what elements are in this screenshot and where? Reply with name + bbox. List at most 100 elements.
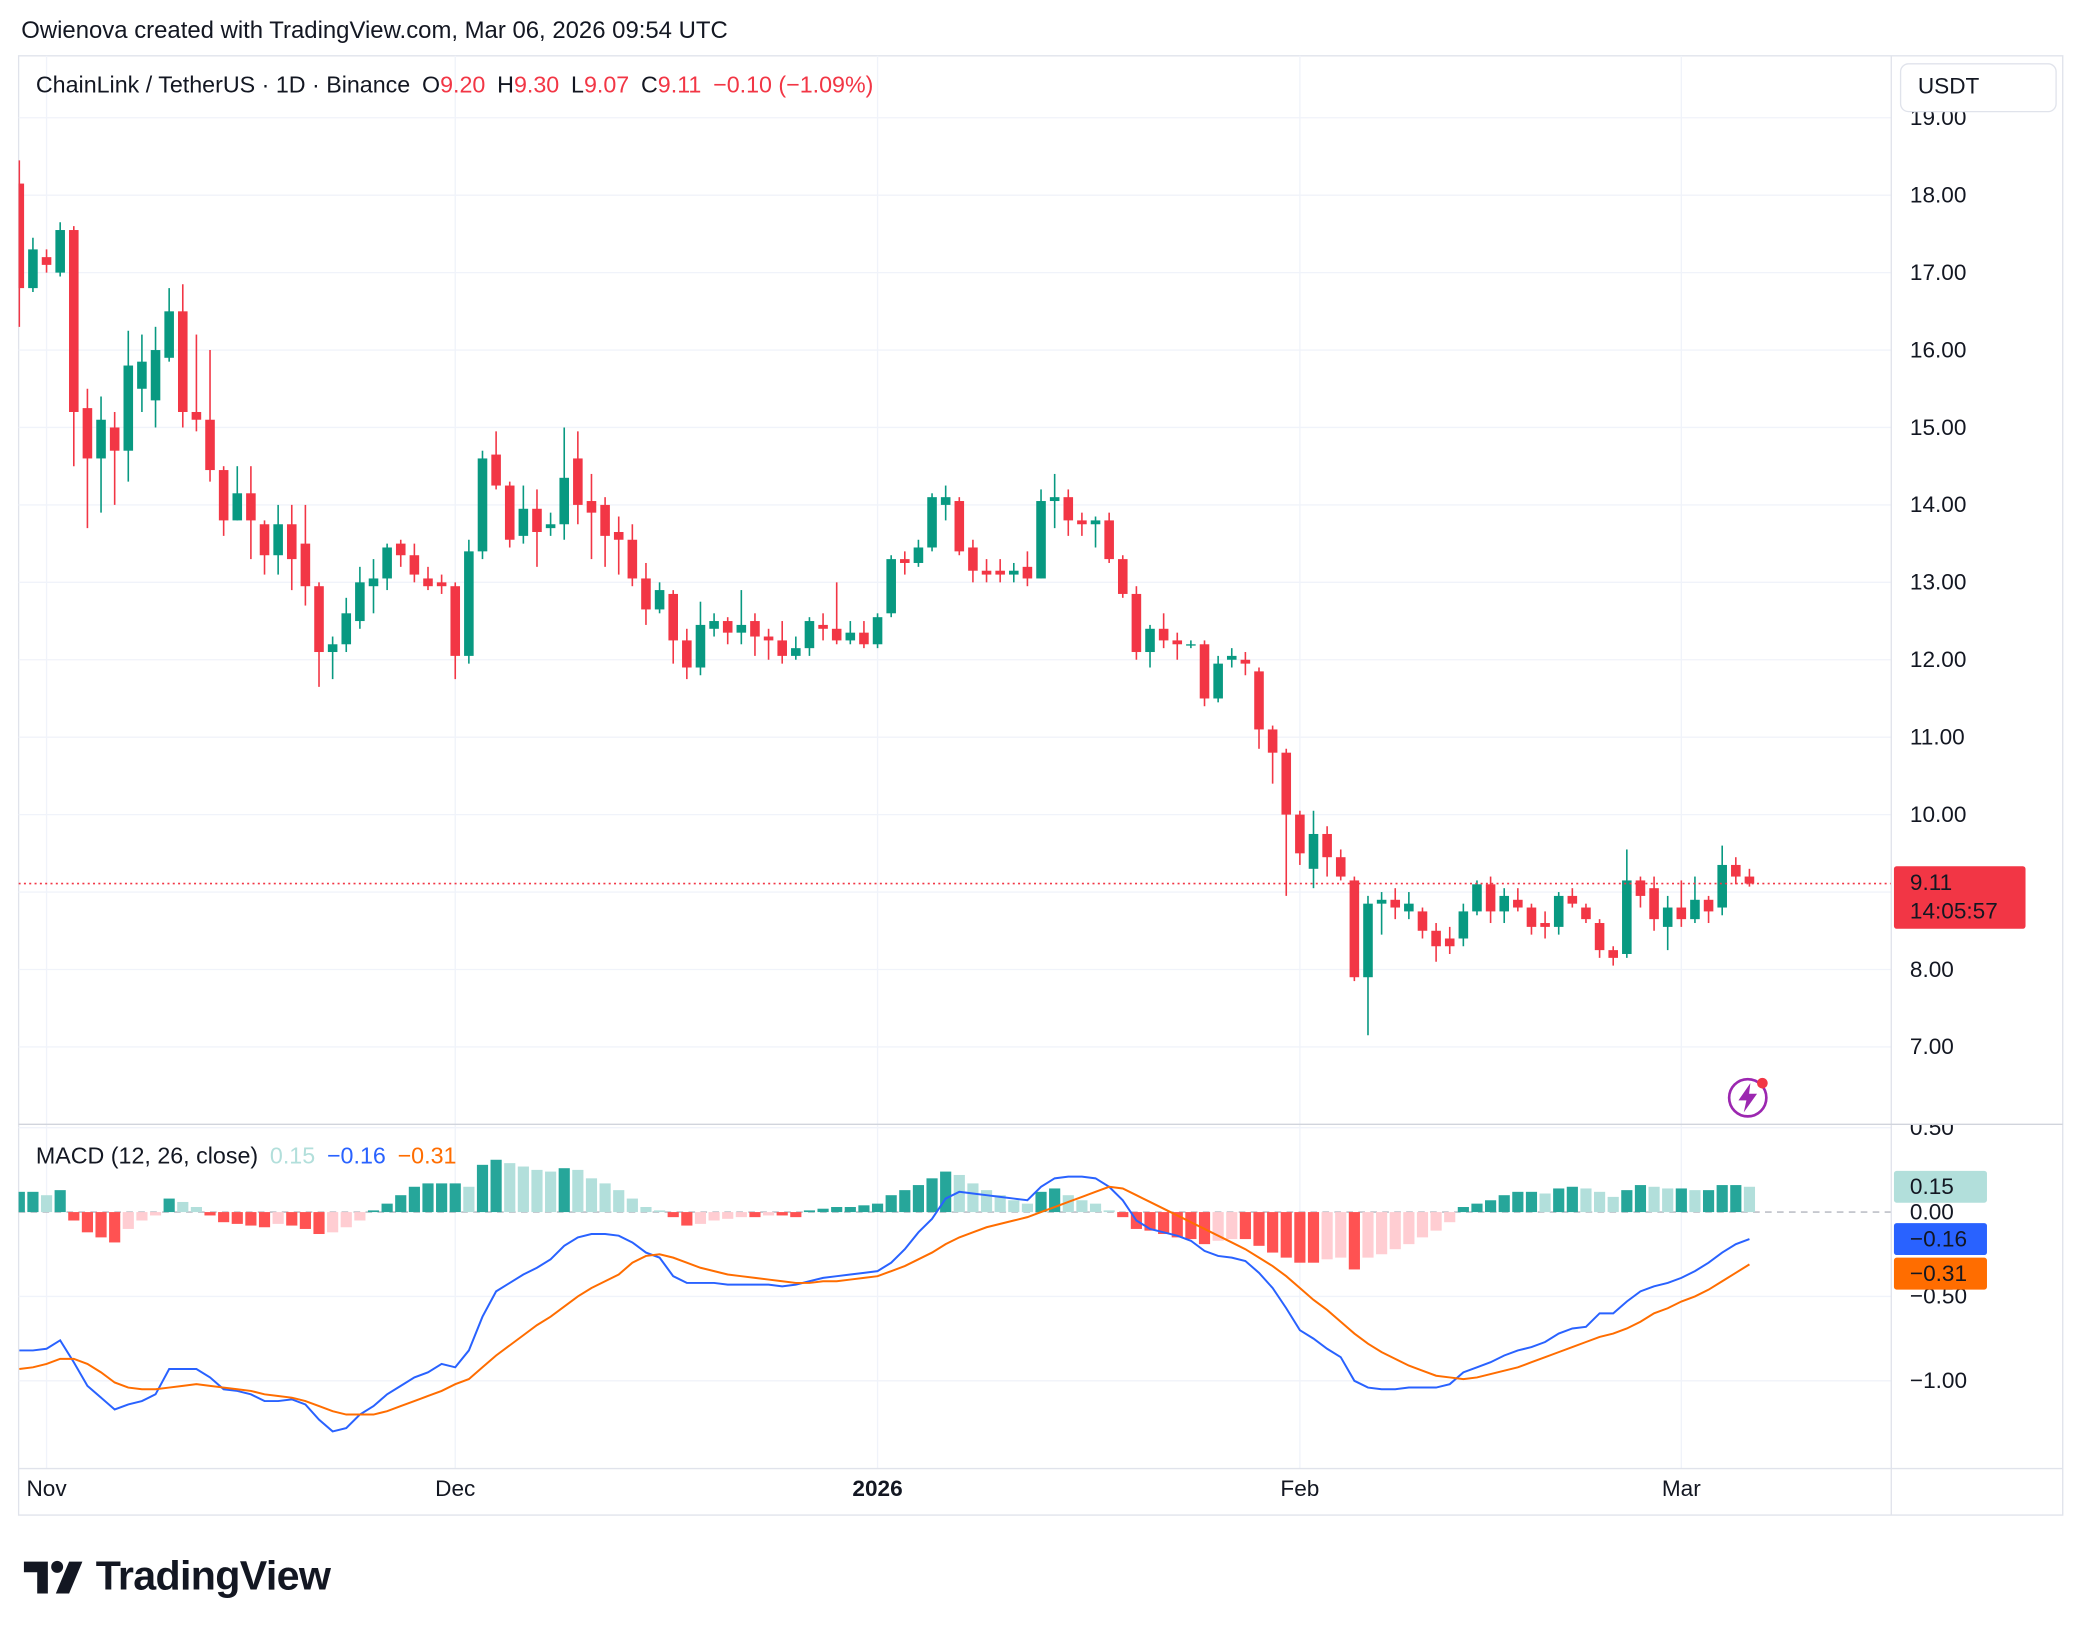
histogram-bar xyxy=(926,1178,938,1213)
last-price-label: 9.11 xyxy=(1910,870,1952,895)
histogram-bar xyxy=(817,1208,829,1213)
x-tick-label: Dec xyxy=(435,1476,475,1501)
candle-body xyxy=(600,504,610,536)
value-tag-label: 0.15 xyxy=(1910,1174,1954,1199)
value-tag-label: −0.31 xyxy=(1910,1261,1967,1286)
histogram-bar xyxy=(177,1201,189,1213)
histogram-bar xyxy=(95,1212,107,1238)
histogram-bar xyxy=(831,1207,843,1213)
symbol-legend: ChainLink / TetherUS · 1D · Binance O9.2… xyxy=(36,72,874,98)
candle-body xyxy=(1717,864,1727,908)
histogram-bar xyxy=(109,1212,121,1243)
time-axis: Nov Dec 2026 Feb Mar xyxy=(26,1476,1701,1501)
candle-body xyxy=(1499,895,1510,912)
alert-icon[interactable] xyxy=(1727,1077,1768,1118)
price-tags: 9.11 14:05:57 0.15 −0.16 −0.31 xyxy=(1893,866,2026,1290)
histogram-bar xyxy=(395,1195,407,1213)
logo-mark xyxy=(55,1561,83,1594)
candle-body xyxy=(722,621,733,633)
histogram-bar xyxy=(449,1183,461,1213)
candle-body xyxy=(845,632,856,641)
candle-body xyxy=(1390,899,1401,908)
histogram-bar xyxy=(967,1183,979,1213)
candle-body xyxy=(1213,663,1223,699)
y-tick-label: 12.00 xyxy=(1910,647,1967,672)
histogram-bar xyxy=(313,1212,325,1235)
candle-body xyxy=(1308,833,1319,869)
histogram-bar xyxy=(1294,1212,1306,1263)
candle-body xyxy=(1322,833,1332,858)
candle-body xyxy=(1662,907,1673,927)
histogram-bar xyxy=(776,1212,788,1216)
candle-body xyxy=(18,183,25,289)
macd-title: MACD (12, 26, close) xyxy=(36,1143,258,1169)
histogram-bar xyxy=(1430,1212,1442,1231)
currency-button[interactable] xyxy=(1899,63,2057,113)
histogram-bar xyxy=(871,1203,884,1213)
candle-body xyxy=(682,640,692,668)
histogram-bar xyxy=(953,1174,965,1213)
logo-text: TradingView xyxy=(96,1553,332,1599)
histogram-bar xyxy=(1566,1186,1578,1213)
histogram-bar xyxy=(803,1210,816,1213)
candle-body xyxy=(409,555,420,575)
x-tick-label: Feb xyxy=(1280,1476,1319,1501)
y-tick-label: 17.00 xyxy=(1910,260,1967,285)
histogram-bar xyxy=(1267,1212,1279,1253)
y-tick-label: 18.00 xyxy=(1910,182,1967,207)
candle-body xyxy=(1254,671,1264,730)
histogram-bar xyxy=(1212,1212,1224,1241)
candle-body xyxy=(518,508,529,536)
candle-body xyxy=(1676,907,1687,920)
histogram-bar xyxy=(1512,1191,1524,1213)
histogram-bar xyxy=(18,1191,25,1213)
histogram-bar xyxy=(667,1212,679,1218)
histogram-bar xyxy=(844,1207,856,1213)
histogram-bar xyxy=(1144,1212,1156,1231)
histogram-bar xyxy=(762,1212,775,1216)
candle-body xyxy=(191,411,202,420)
candle-body xyxy=(1744,876,1755,884)
candle-body xyxy=(545,524,556,529)
candle-body xyxy=(1526,907,1537,927)
histogram-bar xyxy=(136,1212,148,1221)
candle-body xyxy=(477,458,488,552)
attribution: Owienova created with TradingView.com, M… xyxy=(21,17,728,44)
candle-body xyxy=(927,497,937,548)
candle-body xyxy=(368,578,379,587)
candle-body xyxy=(1458,911,1469,939)
candle-body xyxy=(1513,899,1523,908)
candle-body xyxy=(1172,640,1183,645)
candle-body xyxy=(1117,559,1128,594)
candle-body xyxy=(1635,880,1646,896)
histogram-bar xyxy=(1062,1195,1074,1213)
histogram-bar xyxy=(204,1212,216,1216)
y-tick-label: 7.00 xyxy=(1910,1034,1954,1059)
alert-bolt xyxy=(1738,1083,1758,1113)
histogram-bar xyxy=(1702,1190,1715,1213)
candle-body xyxy=(750,621,760,637)
candle-body xyxy=(763,636,774,641)
value-tag xyxy=(1893,1170,1987,1203)
histogram-bar xyxy=(517,1166,529,1213)
histogram-bar xyxy=(1321,1212,1333,1260)
ohlc-value: 9.20 xyxy=(440,72,485,98)
histogram-bar xyxy=(585,1178,598,1213)
candle-body xyxy=(1009,570,1019,575)
countdown-label: 14:05:57 xyxy=(1910,899,1998,924)
candle-body xyxy=(137,361,147,389)
candle-body xyxy=(109,427,120,451)
candle-body xyxy=(1567,895,1578,904)
candle-body xyxy=(804,621,815,649)
candle-body xyxy=(423,578,433,587)
candle-body xyxy=(1131,593,1142,653)
histogram-bar xyxy=(504,1163,516,1213)
histogram-bar xyxy=(68,1212,80,1221)
candle-body xyxy=(327,644,338,653)
histogram-bar xyxy=(340,1212,352,1228)
histogram-bar xyxy=(1171,1212,1183,1238)
chart-frame xyxy=(17,55,2064,1516)
y-tick-label: 15.00 xyxy=(1910,415,1967,440)
y-tick-label: 14.00 xyxy=(1910,492,1967,517)
